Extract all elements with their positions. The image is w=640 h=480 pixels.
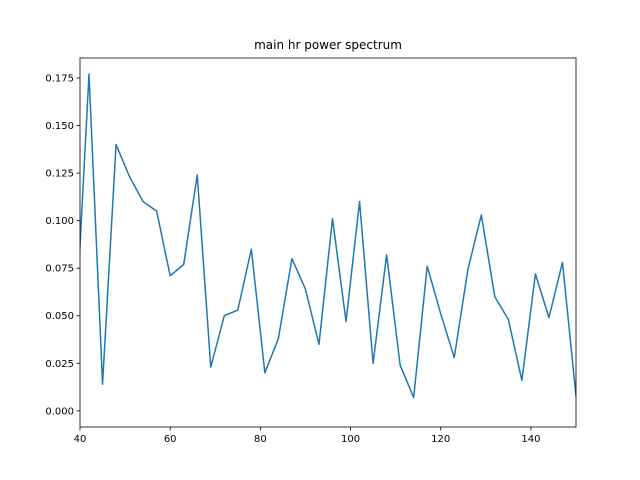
y-tick-label-7: 0.175 [45, 73, 74, 84]
y-tick-label-2: 0.050 [45, 311, 74, 322]
x-tick-label-4: 120 [431, 434, 450, 445]
x-tick-label-2: 80 [254, 434, 267, 445]
y-tick-label-3: 0.075 [45, 264, 74, 275]
y-tick-label-5: 0.125 [45, 169, 74, 180]
x-tick-label-5: 140 [521, 434, 540, 445]
y-tick-label-0: 0.000 [45, 406, 74, 417]
y-tick-label-4: 0.100 [45, 216, 74, 227]
x-axis: 40 60 80 100 120 140 [74, 427, 540, 445]
y-axis: 0.000 0.025 0.050 0.075 0.100 0.125 0.150 0.175 [45, 73, 80, 417]
chart-title: main hr power spectrum [254, 38, 402, 52]
series-layer [80, 73, 576, 399]
x-tick-label-3: 100 [341, 434, 360, 445]
y-tick-label-6: 0.150 [45, 121, 74, 132]
x-tick-label-0: 40 [74, 434, 87, 445]
y-tick-label-1: 0.025 [45, 359, 74, 370]
series-line-0 [80, 73, 576, 399]
plot-frame [79, 57, 577, 428]
x-tick-label-1: 60 [164, 434, 177, 445]
